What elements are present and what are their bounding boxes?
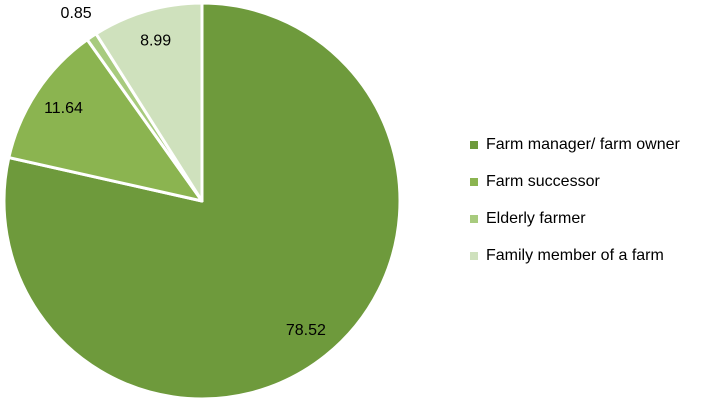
legend-label: Farm manager/ farm owner bbox=[486, 136, 681, 153]
legend-label: Farm successor bbox=[486, 173, 600, 190]
legend-swatch bbox=[470, 141, 478, 149]
data-label: 78.52 bbox=[286, 322, 326, 339]
legend-swatch bbox=[470, 215, 478, 223]
legend-label: Elderly farmer bbox=[486, 210, 586, 227]
data-label: 8.99 bbox=[140, 32, 171, 49]
legend-swatch bbox=[470, 252, 478, 260]
pie-slice bbox=[2, 1, 402, 401]
legend-swatch bbox=[470, 178, 478, 186]
pie-slice bbox=[7, 38, 204, 203]
data-label: 0.85 bbox=[61, 5, 92, 22]
data-label: 11.64 bbox=[44, 100, 83, 117]
legend-label: Family member of a farm bbox=[486, 247, 664, 264]
pie-slice bbox=[94, 1, 204, 203]
